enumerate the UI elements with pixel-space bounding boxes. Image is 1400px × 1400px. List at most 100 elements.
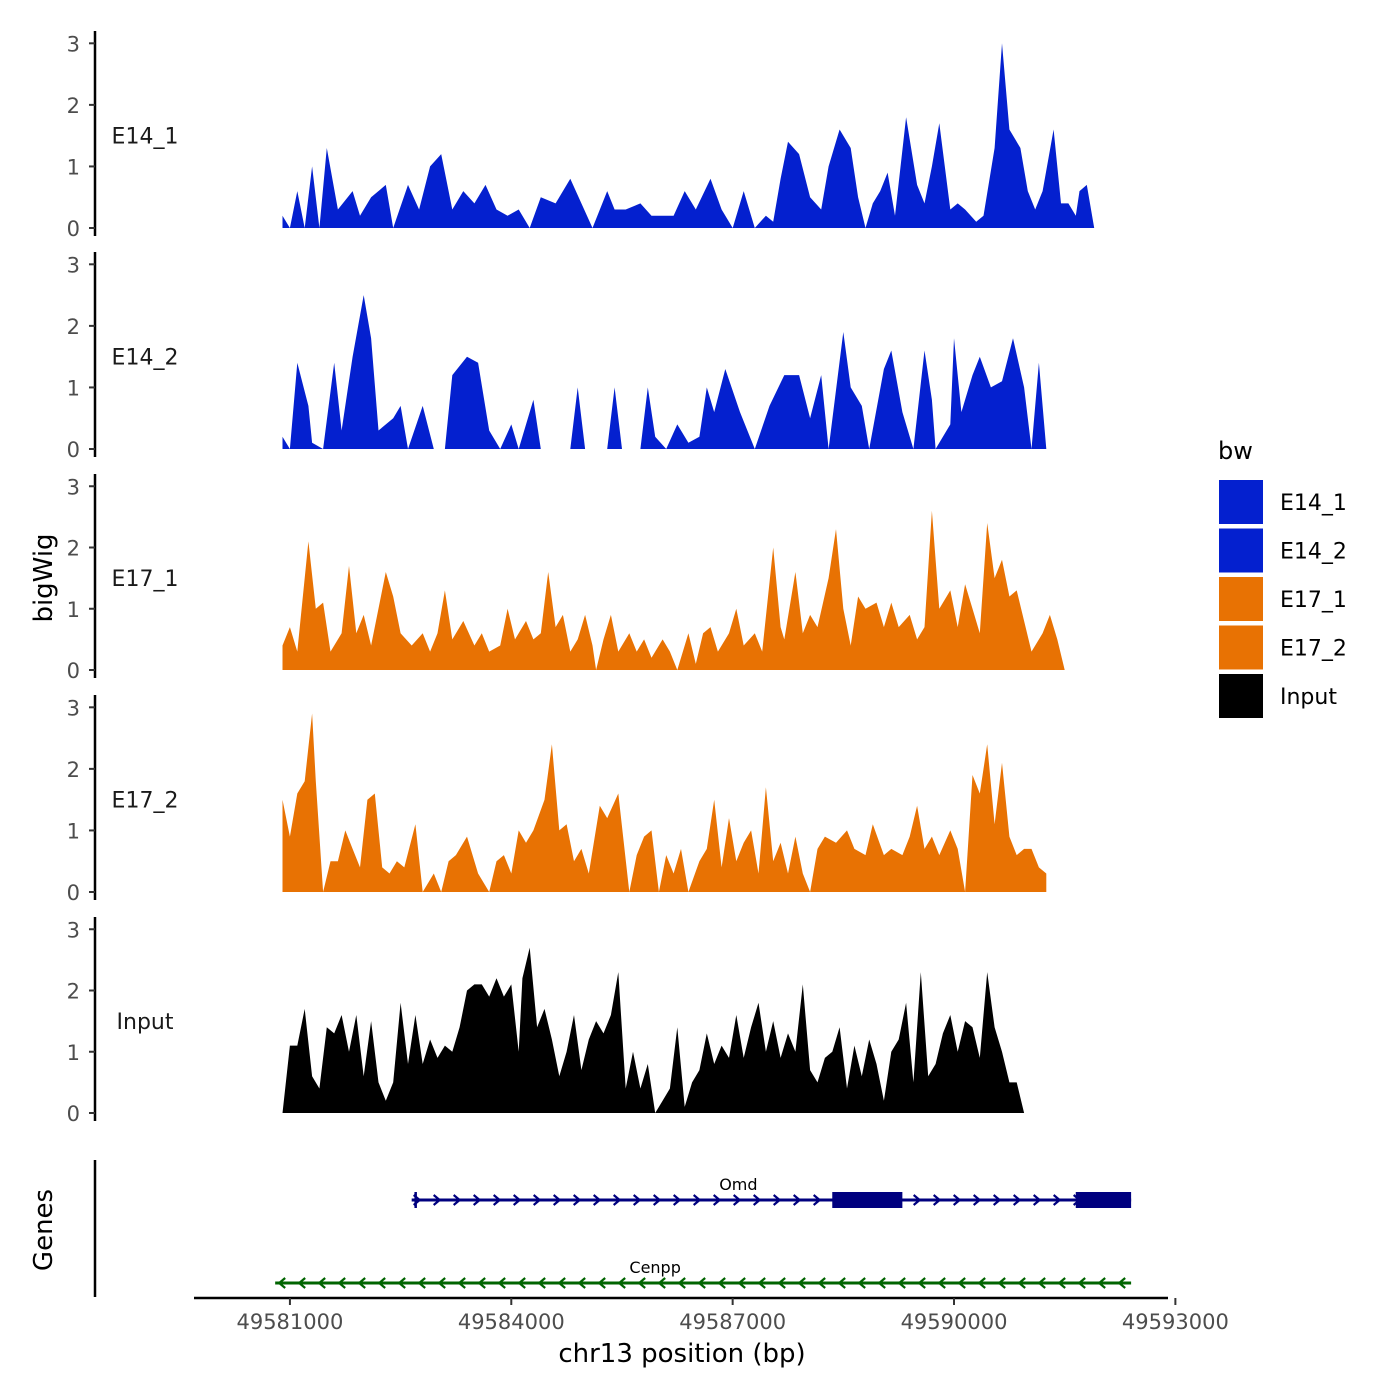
strand-arrow <box>877 1277 886 1289</box>
panel-input: 0 1 2 3 Input <box>67 917 1025 1126</box>
strand-arrow <box>532 1194 542 1206</box>
strand-arrow <box>1097 1277 1106 1289</box>
strand-arrow <box>337 1277 346 1289</box>
coverage-area-e17_2 <box>282 713 1047 892</box>
legend-swatch <box>1219 577 1263 621</box>
strand-arrow <box>437 1277 446 1289</box>
y-tick-label: 1 <box>67 1041 80 1065</box>
gene-omd: Omd <box>411 1175 1132 1208</box>
legend-swatch <box>1219 528 1263 573</box>
coverage-area-input <box>282 947 1025 1113</box>
strand-arrow <box>677 1277 686 1289</box>
strand-arrow <box>897 1277 906 1289</box>
y-tick-label: 3 <box>67 32 80 56</box>
y-tick-label: 2 <box>67 537 80 561</box>
strand-arrow <box>717 1277 726 1289</box>
legend-item-e17_2: E17_2 <box>1219 625 1347 670</box>
y-tick-label: 0 <box>67 881 80 905</box>
strand-arrow <box>652 1194 662 1206</box>
strand-arrow <box>712 1194 722 1206</box>
y-tick-label: 3 <box>67 696 80 720</box>
strand-arrow <box>377 1277 386 1289</box>
strand-arrow <box>792 1194 802 1206</box>
strand-arrow <box>557 1277 566 1289</box>
strand-arrow <box>297 1277 306 1289</box>
legend-label: E17_2 <box>1280 637 1347 662</box>
coverage-panels: 0 1 2 3 E14_1 0 1 2 3 E14_2 0 1 2 3 E17_1 0 1 2 3 E17_2 0 1 2 3… <box>67 31 1095 1126</box>
strand-arrow <box>837 1277 846 1289</box>
track-label: E17_1 <box>112 567 179 592</box>
strand-arrow <box>997 1277 1006 1289</box>
track-label: Input <box>117 1010 174 1035</box>
strand-arrow <box>957 1277 966 1289</box>
strand-arrow <box>592 1194 602 1206</box>
strand-arrow <box>817 1277 826 1289</box>
strand-arrow <box>952 1194 962 1206</box>
strand-arrow <box>632 1194 642 1206</box>
y-tick-label: 1 <box>67 819 80 843</box>
panel-e14_2: 0 1 2 3 E14_2 <box>67 252 1047 462</box>
x-tick-label: 49584000 <box>458 1310 565 1334</box>
strand-arrow <box>972 1194 982 1206</box>
strand-arrow <box>757 1277 766 1289</box>
strand-arrow <box>452 1194 462 1206</box>
x-axis: 49581000 49584000 49587000 49590000 49593000 <box>194 1296 1229 1334</box>
strand-arrow <box>277 1277 286 1289</box>
strand-arrow <box>1117 1277 1126 1289</box>
exon <box>832 1192 903 1208</box>
legend-item-e14_2: E14_2 <box>1219 528 1347 573</box>
strand-arrow <box>1057 1277 1066 1289</box>
x-axis-title: chr13 position (bp) <box>558 1339 805 1369</box>
strand-arrow <box>637 1277 646 1289</box>
strand-arrow <box>517 1277 526 1289</box>
strand-arrow <box>537 1277 546 1289</box>
strand-arrow <box>692 1194 702 1206</box>
y-tick-label: 1 <box>67 376 80 400</box>
legend-swatch <box>1219 674 1263 718</box>
strand-arrow <box>937 1277 946 1289</box>
strand-arrow <box>772 1194 782 1206</box>
strand-arrow <box>1012 1194 1022 1206</box>
y-tick-label: 2 <box>67 980 80 1004</box>
strand-arrow <box>572 1194 582 1206</box>
legend-label: E14_1 <box>1280 491 1347 516</box>
legend-item-e17_1: E17_1 <box>1219 577 1347 621</box>
coverage-area-e14_1 <box>282 43 1095 228</box>
y-tick-label: 0 <box>67 659 80 683</box>
strand-arrow <box>1077 1277 1086 1289</box>
strand-arrow <box>417 1277 426 1289</box>
strand-arrow <box>697 1277 706 1289</box>
legend-label: Input <box>1280 685 1337 710</box>
legend: bw E14_1 E14_2 E17_1 E17_2 Input <box>1218 437 1347 718</box>
gene-track: Omd Cenpp <box>93 1160 1132 1297</box>
strand-arrow <box>357 1277 366 1289</box>
strand-arrow <box>737 1277 746 1289</box>
strand-arrow <box>857 1277 866 1289</box>
strand-arrow <box>617 1277 626 1289</box>
strand-arrow <box>752 1194 762 1206</box>
x-tick-label: 49581000 <box>236 1310 343 1334</box>
strand-arrow <box>1032 1194 1042 1206</box>
track-label: E17_2 <box>112 789 179 814</box>
strand-arrow <box>992 1194 1002 1206</box>
strand-arrow <box>432 1194 442 1206</box>
strand-arrow <box>597 1277 606 1289</box>
track-label: E14_1 <box>112 125 179 150</box>
strand-arrow <box>812 1194 822 1206</box>
strand-arrow <box>472 1194 482 1206</box>
x-tick-label: 49590000 <box>901 1310 1008 1334</box>
strand-arrow <box>1017 1277 1026 1289</box>
strand-arrow <box>497 1277 506 1289</box>
legend-label: E14_2 <box>1280 540 1347 565</box>
strand-arrow <box>397 1277 406 1289</box>
strand-arrow <box>457 1277 466 1289</box>
strand-arrow <box>477 1277 486 1289</box>
coverage-area-e17_1 <box>282 510 1065 670</box>
gene-name-label: Omd <box>719 1175 757 1194</box>
strand-arrow <box>732 1194 742 1206</box>
legend-item-input: Input <box>1219 674 1337 718</box>
x-tick-label: 49587000 <box>679 1310 786 1334</box>
strand-arrow <box>912 1194 922 1206</box>
strand-arrow <box>657 1277 666 1289</box>
